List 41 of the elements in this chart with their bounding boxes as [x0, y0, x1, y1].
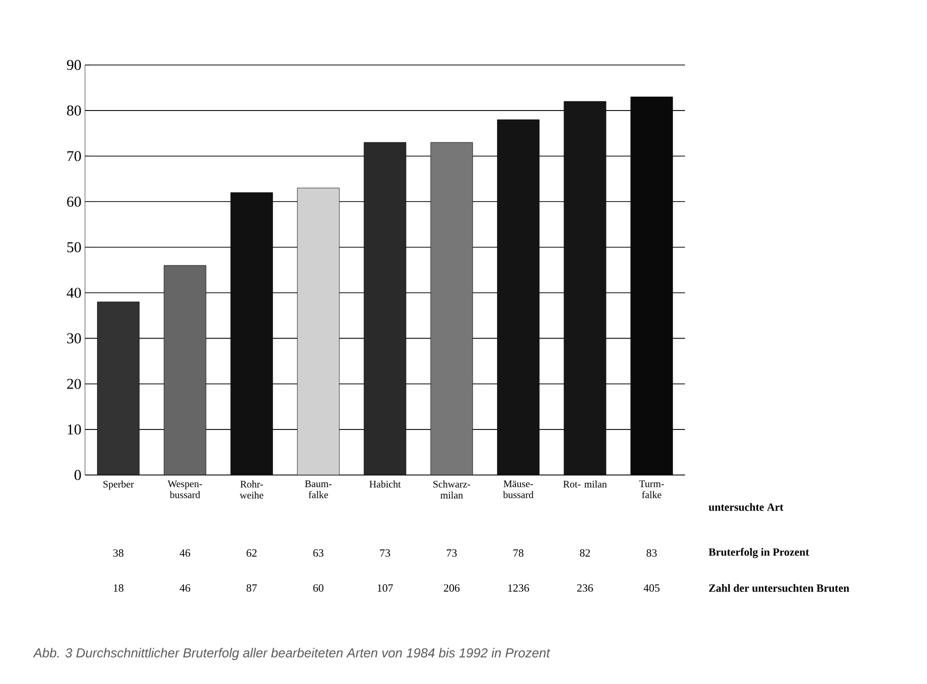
y-tick-label: 10: [68, 424, 81, 434]
text: 60: [313, 584, 324, 592]
x-tick-label: Rohr- weihe: [240, 480, 264, 499]
y-tick-label: 0: [74, 470, 81, 480]
data-label: 73: [380, 549, 390, 557]
x-tick-label: Schwarz- milan: [433, 480, 470, 499]
data-label: 46: [180, 549, 190, 557]
y-tick-label: 50: [67, 242, 81, 252]
text: 46: [180, 584, 190, 592]
x-tick-label: Habicht: [369, 480, 401, 488]
text: 236: [577, 584, 593, 592]
x-tick-label: Turm- falke: [639, 480, 664, 498]
x-tick-label: Mäuse- bussard: [503, 480, 534, 498]
x-tick-label: Sperber: [103, 480, 134, 490]
y-tick-label: 80: [67, 105, 81, 116]
text: 405: [644, 584, 660, 592]
text: 1236: [508, 584, 530, 592]
y-tick-label: 20: [67, 378, 81, 389]
data-label: 63: [313, 549, 324, 557]
text: 18: [114, 584, 124, 592]
y-tick-label: 70: [67, 151, 81, 162]
x-tick-label: Baum- falke: [305, 480, 332, 498]
caption: Abb. 3 Durchschnittlicher Bruterfolg aller bearbeiteten Arten von 1984 bis 1992 in Prozent: [32, 648, 550, 660]
data-label: 82: [580, 549, 590, 557]
text: 87: [246, 584, 257, 592]
data-label: 78: [514, 549, 524, 557]
y-tick-label: 60: [67, 196, 81, 207]
text: Zahl der untersuchten Bruten: [709, 584, 850, 592]
data-label: 38: [113, 549, 124, 557]
y-tick-label: 90: [66, 60, 81, 70]
y-tick-label: 40: [66, 288, 81, 298]
data-label: 62: [246, 549, 257, 557]
x-tick-label: Wespen- bussard: [168, 480, 202, 498]
y-tick-label: 30: [67, 333, 81, 344]
y-axis-title: Bruterfolg in Prozent: [708, 548, 810, 558]
x-tick-label: Rot- milan: [563, 480, 607, 488]
data-label: 83: [646, 549, 657, 557]
x-axis-title: untersuchte Art: [708, 503, 784, 511]
text: 206: [444, 584, 460, 592]
data-label: 73: [446, 549, 457, 557]
text: 107: [378, 584, 393, 592]
